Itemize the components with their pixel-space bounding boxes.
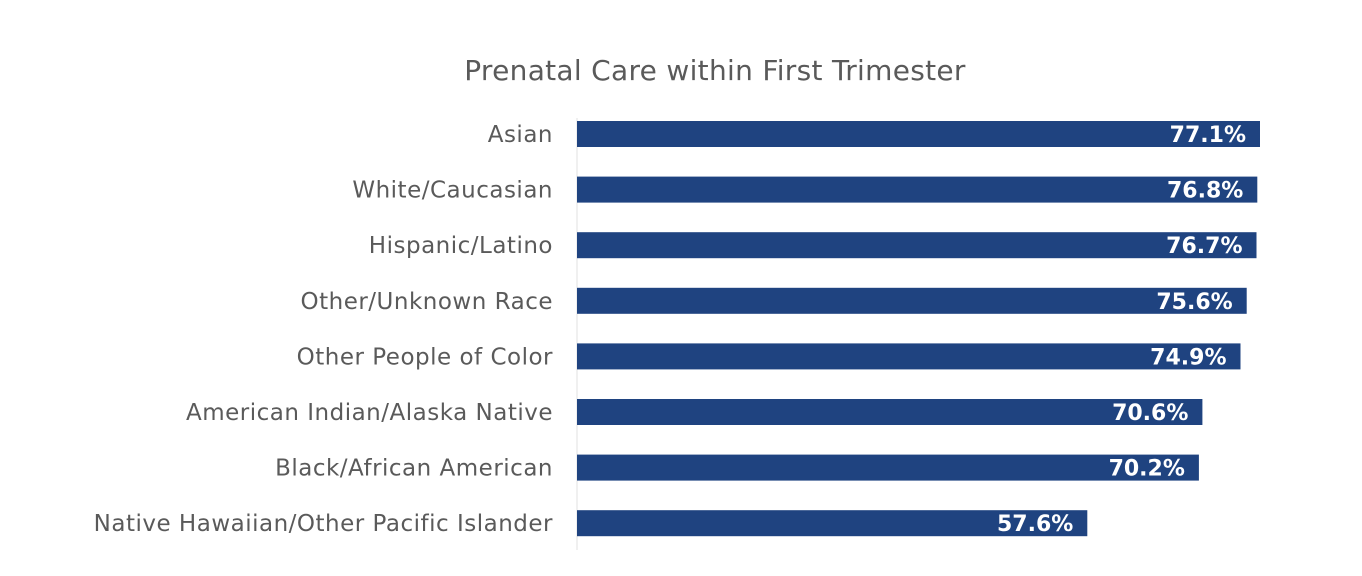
bar xyxy=(577,343,1241,370)
category-label: Other People of Color xyxy=(297,344,553,370)
category-label: Other/Unknown Race xyxy=(301,289,554,315)
value-label: 74.9% xyxy=(1150,345,1226,370)
category-label: Hispanic/Latino xyxy=(369,233,553,259)
bar xyxy=(577,232,1257,259)
category-label: Native Hawaiian/Other Pacific Islander xyxy=(94,511,553,537)
bar xyxy=(577,176,1258,203)
value-label: 77.1% xyxy=(1170,123,1246,148)
value-label: 75.6% xyxy=(1156,290,1232,315)
value-label: 76.8% xyxy=(1167,179,1243,204)
value-label: 70.2% xyxy=(1109,457,1185,482)
bar xyxy=(577,287,1247,314)
bar xyxy=(577,121,1260,147)
value-label: 76.7% xyxy=(1166,234,1242,259)
category-label: Asian xyxy=(488,122,553,148)
category-label: American Indian/Alaska Native xyxy=(186,400,553,426)
bars-layer: Asian 77.1% White/Caucasian 76.8% Hispanic/L… xyxy=(94,121,1260,537)
bar xyxy=(577,454,1199,481)
category-label: White/Caucasian xyxy=(352,178,553,204)
value-label: 57.6% xyxy=(997,512,1073,537)
bar xyxy=(577,510,1088,537)
value-label: 70.6% xyxy=(1112,401,1188,426)
bar xyxy=(577,399,1203,425)
category-label: Black/African American xyxy=(275,456,553,482)
chart-title: Prenatal Care within First Trimester xyxy=(464,54,966,87)
